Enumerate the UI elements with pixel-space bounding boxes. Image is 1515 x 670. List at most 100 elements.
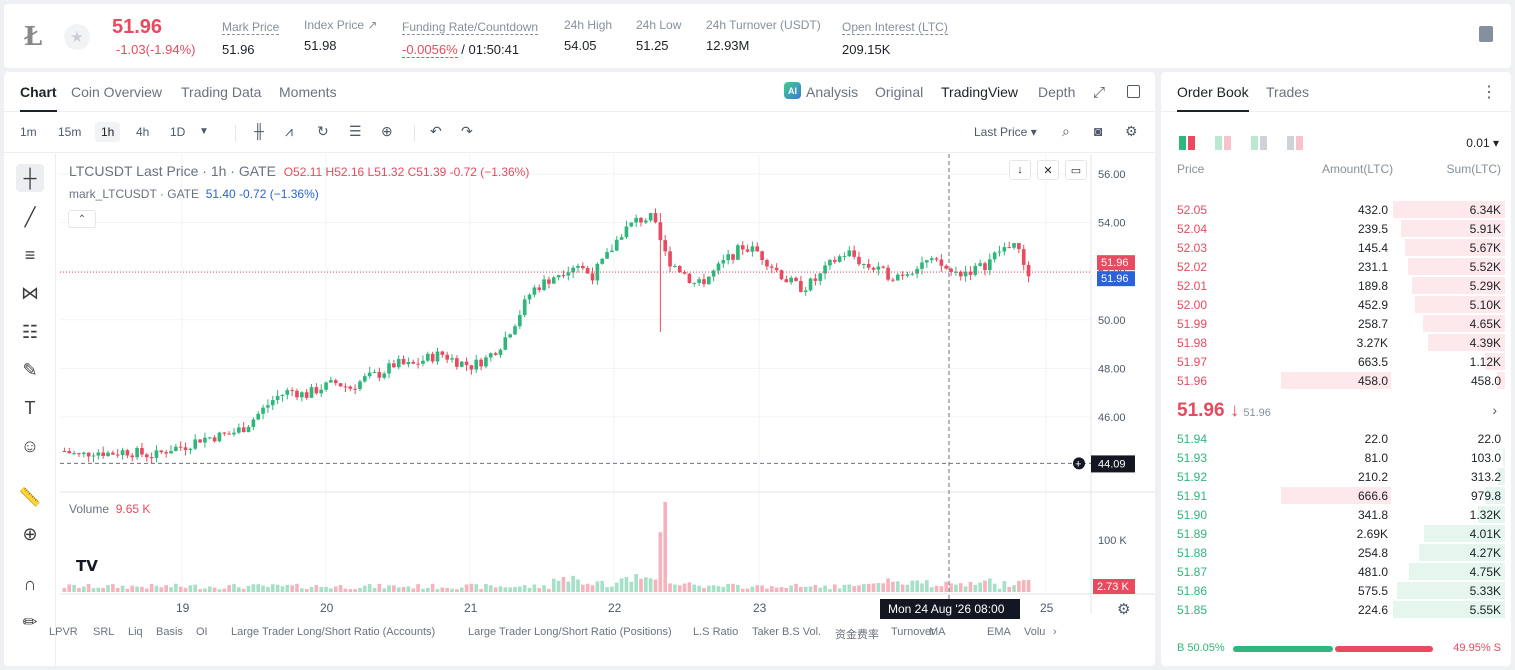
tab-order-book[interactable]: Order Book — [1177, 84, 1249, 112]
expand-icon[interactable]: ⤢ — [1093, 84, 1106, 101]
tab-moments[interactable]: Moments — [279, 84, 337, 100]
pattern-icon[interactable]: ⋈ — [21, 282, 39, 303]
volume-bar — [740, 588, 745, 592]
ask-row[interactable]: 51.96 458.0 458.0 — [1161, 371, 1511, 390]
ask-row[interactable]: 51.97 663.5 1.12K — [1161, 352, 1511, 371]
bid-row[interactable]: 51.89 2.69K 4.01K — [1161, 524, 1511, 543]
layout-bids-icon[interactable] — [1251, 136, 1267, 150]
emoji-icon[interactable]: ☺ — [20, 435, 40, 456]
redo-icon[interactable]: ↷ — [461, 123, 473, 139]
timeframe-15m[interactable]: 15m — [58, 125, 82, 139]
tab-tradingview[interactable]: TradingView — [941, 84, 1019, 100]
book-icon[interactable] — [1479, 26, 1493, 42]
bid-row[interactable]: 51.94 22.0 22.0 — [1161, 429, 1511, 448]
chart-settings-icon[interactable]: ⚙ — [1117, 601, 1131, 618]
layout-split-icon[interactable] — [1215, 136, 1231, 150]
timeframe-dropdown-icon[interactable]: ▼ — [199, 126, 209, 137]
favorite-star-icon[interactable]: ★ — [64, 24, 90, 50]
indicator-tab[interactable]: 资金费率 — [835, 629, 879, 641]
ask-row[interactable]: 51.99 258.7 4.65K — [1161, 314, 1511, 333]
volume-bar — [518, 586, 522, 592]
timeframe-1m[interactable]: 1m — [20, 125, 37, 139]
candle-body — [832, 259, 837, 262]
tab-original[interactable]: Original — [875, 84, 924, 100]
bid-row[interactable]: 51.90 341.8 1.32K — [1161, 505, 1511, 524]
indicator-tab[interactable]: Large Trader Long/Short Ratio (Accounts) — [231, 626, 436, 638]
tab-chart[interactable]: Chart — [20, 84, 57, 112]
text-tool-icon[interactable]: T — [24, 397, 36, 418]
indicator-tab[interactable]: OI — [196, 626, 208, 638]
candle-body — [227, 433, 231, 435]
ask-row[interactable]: 52.05 432.0 6.34K — [1161, 200, 1511, 219]
ask-row[interactable]: 52.04 239.5 5.91K — [1161, 219, 1511, 238]
scroll-down-button[interactable]: ↓ — [1009, 160, 1031, 180]
indicator-tab[interactable]: Taker B.S Vol. — [752, 626, 822, 638]
volume-bar — [280, 586, 285, 592]
sum-cell: 4.01K — [1469, 527, 1501, 541]
tab-analysis[interactable]: Analysis — [806, 84, 859, 100]
bid-row[interactable]: 51.93 81.0 103.0 — [1161, 448, 1511, 467]
tab-trades[interactable]: Trades — [1266, 84, 1310, 100]
fib-icon[interactable]: ☷ — [21, 321, 39, 342]
more-options-icon[interactable]: ⋮ — [1481, 84, 1497, 101]
stat-index-price[interactable]: Index Price ↗ 51.98 — [304, 18, 378, 53]
collapse-legend-button[interactable]: ⌃ — [68, 210, 96, 228]
ask-row[interactable]: 52.02 231.1 5.52K — [1161, 257, 1511, 276]
indicator-tab[interactable]: EMA — [987, 626, 1011, 638]
indicator-tab[interactable]: Turnover — [891, 626, 935, 638]
pencil-lock-icon[interactable]: ✏ — [22, 611, 38, 632]
tab-depth[interactable]: Depth — [1038, 84, 1076, 100]
ask-row[interactable]: 51.98 3.27K 4.39K — [1161, 333, 1511, 352]
ask-row[interactable]: 52.03 145.4 5.67K — [1161, 238, 1511, 257]
magnet-icon[interactable]: ∩ — [23, 573, 37, 594]
timeframe-4h[interactable]: 4h — [136, 125, 150, 139]
crosshair-icon[interactable]: ┼ — [16, 164, 44, 192]
price-type-select[interactable]: Last Price ▾ — [974, 125, 1037, 139]
candlestick-chart[interactable]: 56.0054.0052.0050.0048.0046.0051.9651.96… — [4, 72, 1155, 666]
fullscreen-icon[interactable] — [1127, 85, 1140, 98]
add-indicator-icon[interactable]: ⊕ — [381, 123, 393, 139]
ask-row[interactable]: 52.01 189.8 5.29K — [1161, 276, 1511, 295]
indicator-tab[interactable]: Liq — [128, 626, 143, 638]
ask-row[interactable]: 52.00 452.9 5.10K — [1161, 295, 1511, 314]
brush-icon[interactable]: ✎ — [22, 359, 38, 380]
zoom-in-icon[interactable]: ⊕ — [22, 523, 38, 544]
tab-trading-data[interactable]: Trading Data — [181, 84, 262, 100]
chevron-right-icon[interactable]: › — [1492, 402, 1497, 418]
indicator-tab[interactable]: LPVR — [49, 626, 78, 638]
bid-row[interactable]: 51.86 575.5 5.33K — [1161, 581, 1511, 600]
tab-coin-overview[interactable]: Coin Overview — [71, 84, 163, 100]
collapse-chart-button[interactable]: ✕ — [1037, 160, 1059, 180]
indicator-tab[interactable]: Basis — [156, 626, 183, 638]
candle-type-icon[interactable]: ╫ — [254, 123, 264, 139]
indicator-tab[interactable]: L.S Ratio — [693, 626, 739, 638]
horizontal-lines-icon[interactable]: ≡ — [24, 244, 36, 265]
layout-asks-icon[interactable] — [1287, 136, 1303, 150]
indicator-tab[interactable]: Volu — [1024, 626, 1046, 638]
trendline-icon[interactable]: ╱ — [24, 206, 36, 227]
timeframe-1d[interactable]: 1D — [170, 125, 186, 139]
indicators-icon[interactable]: ⩘ — [285, 123, 293, 139]
camera-icon[interactable]: ◙ — [1094, 123, 1103, 139]
ruler-icon[interactable]: 📏 — [18, 486, 42, 507]
timeframe-1h[interactable]: 1h — [95, 122, 121, 142]
precision-select[interactable]: 0.01 ▾ — [1466, 136, 1499, 150]
indicator-tab[interactable]: MA — [929, 626, 946, 638]
search-icon[interactable]: ⌕ — [1062, 123, 1070, 139]
layout-both-icon[interactable] — [1179, 136, 1195, 150]
volume-bar — [658, 532, 663, 592]
settings-gear-icon[interactable]: ⚙ — [1125, 123, 1138, 139]
indicator-tab[interactable]: Large Trader Long/Short Ratio (Positions… — [468, 626, 672, 638]
bid-row[interactable]: 51.88 254.8 4.27K — [1161, 543, 1511, 562]
undo-icon[interactable]: ↶ — [430, 123, 442, 139]
refresh-icon[interactable]: ↻ — [317, 123, 329, 139]
template-icon[interactable]: ☰ — [349, 123, 362, 139]
bid-row[interactable]: 51.91 666.6 979.8 — [1161, 486, 1511, 505]
chevron-right-icon[interactable]: › — [1053, 626, 1057, 638]
indicator-tab[interactable]: SRL — [93, 626, 115, 638]
bid-row[interactable]: 51.92 210.2 313.2 — [1161, 467, 1511, 486]
candle-body — [72, 453, 76, 455]
bid-row[interactable]: 51.85 224.6 5.55K — [1161, 600, 1511, 619]
restore-button[interactable]: ▭ — [1065, 160, 1087, 180]
bid-row[interactable]: 51.87 481.0 4.75K — [1161, 562, 1511, 581]
